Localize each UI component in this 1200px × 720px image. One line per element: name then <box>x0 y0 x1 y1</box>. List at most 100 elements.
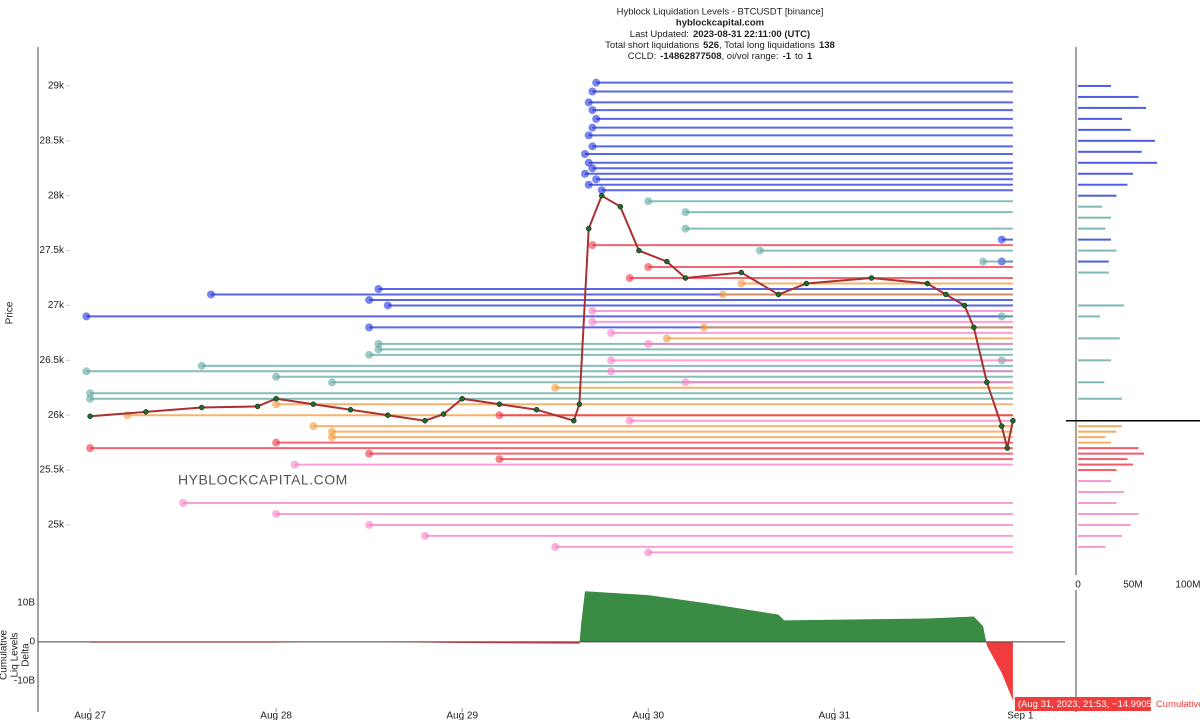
title: Hyblock Liquidation Levels - BTCUSDT [bi… <box>617 7 824 18</box>
level-bubble <box>607 328 616 337</box>
x-tick-label: Aug 29 <box>446 711 478 720</box>
y-tick-label: 25.5k <box>40 465 65 476</box>
candle <box>459 395 465 402</box>
histogram-bar <box>1078 106 1147 109</box>
candle <box>961 302 968 309</box>
level-bubble <box>607 367 616 376</box>
histogram-bar <box>1078 452 1144 455</box>
level-bubble <box>580 150 589 159</box>
level-bubble <box>365 449 374 458</box>
candle <box>924 280 931 287</box>
updated: Last Updated: 2023-08-31 22:11:00 (UTC) <box>630 29 810 40</box>
y-tick-label: 0 <box>29 636 35 647</box>
candle <box>440 411 447 417</box>
y-tick-label: 27.5k <box>40 245 65 256</box>
level-bubble <box>86 444 95 453</box>
level-bubble <box>327 433 336 442</box>
y-tick-label: 28.5k <box>40 135 65 146</box>
histogram-bar <box>1078 128 1131 131</box>
candle <box>998 423 1005 429</box>
candle <box>971 324 977 331</box>
x-tick-label: 100M <box>1175 580 1200 591</box>
candle <box>775 291 782 298</box>
level-bubble <box>82 312 91 321</box>
level-bubble <box>551 542 560 551</box>
histogram-bar <box>1078 183 1128 186</box>
y-tick-label: 26.5k <box>40 355 65 366</box>
y-tick-label: 26k <box>48 410 65 421</box>
candle <box>254 403 261 410</box>
totals: Total short liquidations 526, Total long … <box>605 40 835 51</box>
level-bubble <box>580 169 589 178</box>
level-bubble <box>625 416 634 425</box>
level-bubble <box>383 301 392 310</box>
level-bubble <box>309 422 318 431</box>
annotation: (Aug 31, 2023, 21:53, −14.99057B) <box>1018 699 1167 710</box>
candle <box>310 401 317 407</box>
candle <box>598 192 605 199</box>
histogram-bar <box>1078 430 1117 433</box>
histogram-bar <box>1078 150 1142 153</box>
level-bubble <box>681 378 690 387</box>
y-tick-label: 28k <box>48 190 65 201</box>
candle <box>1010 417 1016 424</box>
level-bubble <box>86 394 95 403</box>
x-tick-label: Aug 27 <box>74 711 106 720</box>
level-bubble <box>997 312 1006 321</box>
level-bubble <box>644 263 653 272</box>
level-bubble <box>207 290 216 299</box>
level-bubble <box>365 295 374 304</box>
x-tick-label: Aug 31 <box>818 711 850 720</box>
level-bubble <box>272 400 281 409</box>
histogram-bar <box>1078 359 1111 362</box>
level-bubble <box>551 383 560 392</box>
histogram-bar <box>1078 436 1106 439</box>
level-bubble <box>365 520 374 529</box>
level-bubble <box>592 175 601 184</box>
histogram-bar <box>1078 534 1122 537</box>
level-bubble <box>374 339 383 348</box>
histogram-bar <box>1078 512 1139 515</box>
histogram-bar <box>1078 227 1106 230</box>
candle <box>682 275 689 281</box>
candle <box>1004 445 1011 451</box>
level-bubble <box>737 279 746 288</box>
candle <box>496 401 503 407</box>
histogram-bar <box>1078 172 1133 175</box>
candle <box>273 395 279 402</box>
histogram-bar <box>1078 447 1139 450</box>
candle <box>533 406 540 413</box>
histogram-bar <box>1078 469 1117 472</box>
x-tick-label: Sep 1 <box>1007 711 1034 720</box>
candle <box>617 203 624 210</box>
level-bubble <box>272 509 281 518</box>
level-bubble <box>272 438 281 447</box>
histogram-bar <box>1078 161 1158 164</box>
y-axis-title: Liq Levels <box>10 632 21 677</box>
level-bubble <box>374 284 383 293</box>
level-bubble <box>644 339 653 348</box>
histogram-bar <box>1078 458 1128 461</box>
histogram-bar <box>1078 491 1125 494</box>
level-bubble <box>588 317 597 326</box>
histogram-bar <box>1078 441 1111 444</box>
candle <box>87 413 93 420</box>
candle <box>143 409 149 415</box>
candle <box>984 379 990 386</box>
histogram-bar <box>1078 249 1117 252</box>
level-bubble <box>644 197 653 206</box>
y-tick-label: 10B <box>17 598 35 609</box>
level-bubble <box>290 460 299 469</box>
histogram-bar <box>1078 304 1125 307</box>
histogram-bar <box>1078 502 1117 505</box>
histogram-bar <box>1078 216 1111 219</box>
level-bubble <box>584 98 593 107</box>
level-bubble <box>718 290 727 299</box>
level-bubble <box>327 427 336 436</box>
candle <box>422 417 428 424</box>
histogram-bar <box>1078 205 1103 208</box>
histogram-bar <box>1078 271 1109 274</box>
y-tick-label: 25k <box>48 520 65 531</box>
histogram-bar <box>1078 238 1111 241</box>
